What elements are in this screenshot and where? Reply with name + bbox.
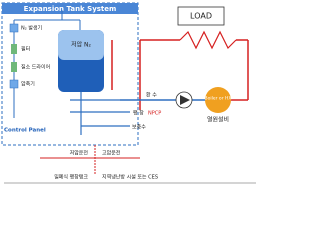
tank-gas <box>58 30 104 60</box>
pipe-label: 보충수 <box>132 124 146 131</box>
load-label: LOAD <box>190 12 212 21</box>
compressor <box>9 79 19 89</box>
footer-label: 밀폐식 팽창탱크 <box>54 174 88 181</box>
header-bar <box>2 3 138 14</box>
equipment-label: 질소 드라이어 <box>21 64 50 71</box>
boiler-label: Boiler or HX <box>205 96 232 102</box>
footer-label: 지역냉난방 시설 또는 CES <box>102 174 158 181</box>
dryer <box>11 62 17 72</box>
equipment-label: 압축기 <box>21 81 35 88</box>
pipe-label: 환 수 <box>146 92 157 99</box>
boiler <box>205 87 231 113</box>
boiler-caption: 열원설비 <box>207 116 229 124</box>
equipment-label: N₂ 발생기 <box>21 25 42 32</box>
diagram: Expansion Tank System N₂ 발생기 필터 질소 드라이어 … <box>1 2 256 184</box>
header-title: Expansion Tank System <box>24 5 117 13</box>
load-coil <box>179 30 237 50</box>
control-panel-label: Control Panel <box>4 128 46 134</box>
generator <box>9 23 19 33</box>
filter <box>11 44 17 54</box>
operation-label: 저압운전 <box>70 150 89 157</box>
pipe-label: NPCP <box>148 111 161 117</box>
equipment-label: 필터 <box>21 46 30 53</box>
tank-label: 저압 N₂ <box>71 41 91 49</box>
pipe-label: 팽 창 <box>133 110 144 117</box>
operation-label: 고압운전 <box>102 150 121 157</box>
pump-arrow <box>180 95 190 105</box>
load-box <box>177 6 225 26</box>
